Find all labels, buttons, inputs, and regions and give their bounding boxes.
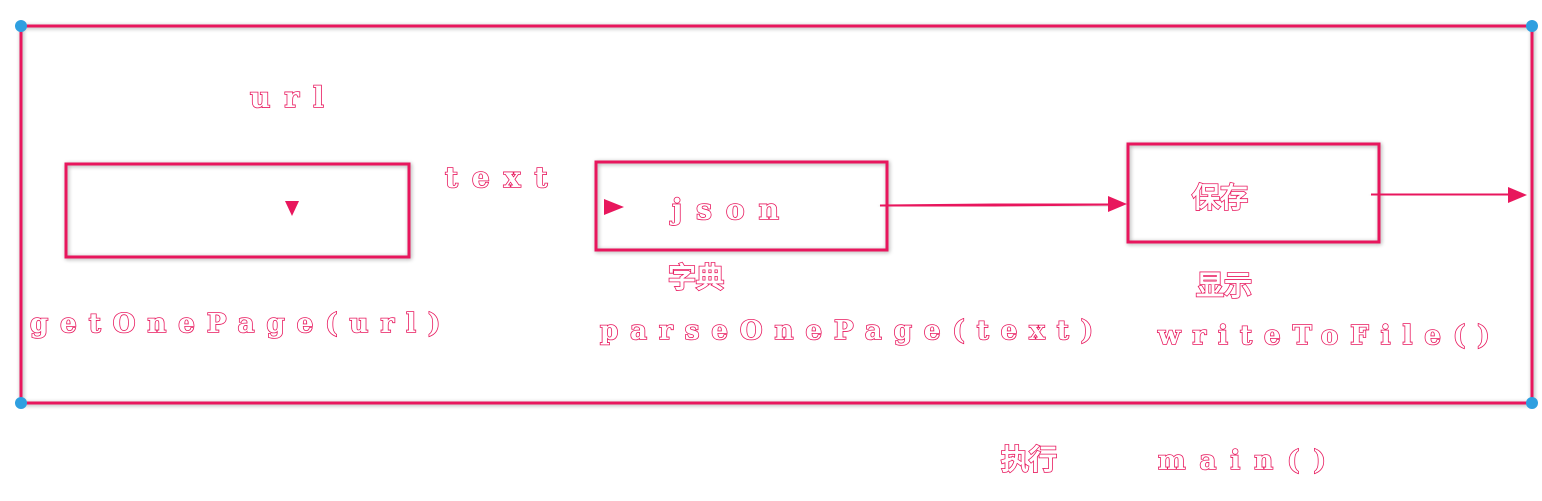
resize-handle-bottom-left[interactable] (15, 397, 27, 409)
url-input-label: url (250, 81, 338, 114)
parse-box-sub-label: 字典 (668, 261, 724, 294)
footer-caption: 执行 (1001, 443, 1057, 476)
parse-page-function-label: parseOnePage(text) (600, 316, 1105, 346)
text-edge-arrowhead (604, 199, 624, 215)
write-box-inner-label: 保存 (1192, 181, 1248, 214)
resize-handle-bottom-right[interactable] (1526, 397, 1538, 409)
output-edge-line (1370, 192, 1511, 197)
write-file-box[interactable] (1126, 142, 1381, 244)
text-edge-label: text (445, 161, 561, 194)
get-page-function-label: getOnePage(url) (30, 309, 452, 339)
parse-box-inner-label: json (669, 193, 793, 226)
footer-entry-function: main() (1158, 446, 1340, 476)
resize-handle-top-left[interactable] (15, 20, 27, 32)
get-page-box[interactable] (64, 162, 411, 259)
outer-frame[interactable] (19, 24, 1534, 405)
output-edge-arrowhead (1508, 187, 1527, 203)
url-input-arrowhead (285, 201, 299, 216)
resize-handle-top-right[interactable] (1526, 20, 1538, 32)
json-edge-line (879, 202, 1111, 208)
write-file-function-label: writeToFile() (1157, 321, 1502, 351)
write-box-sub-label: 显示 (1196, 269, 1252, 302)
json-edge-arrowhead (1108, 196, 1127, 212)
